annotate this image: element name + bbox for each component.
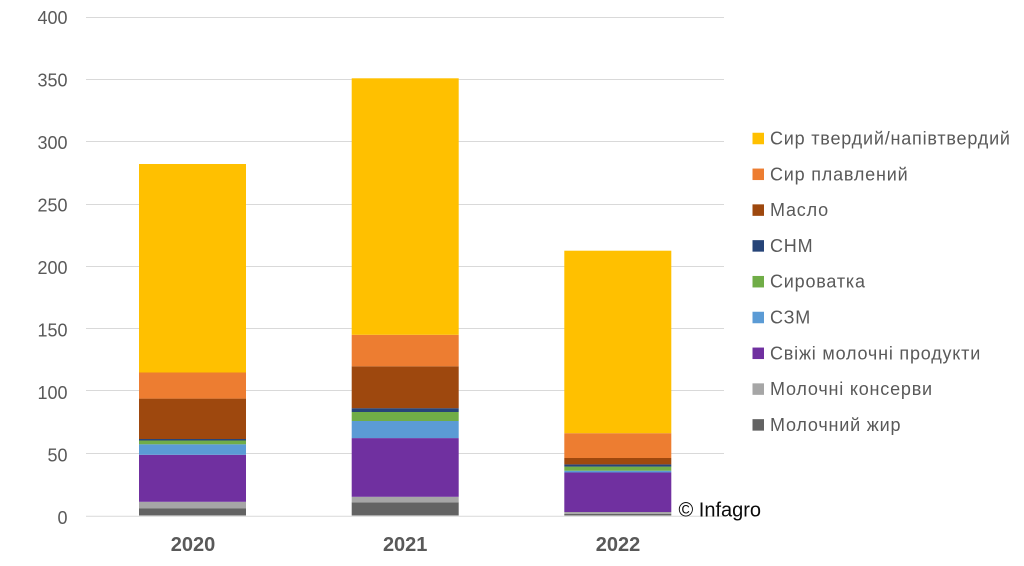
svg-text:© Infagro: © Infagro xyxy=(679,500,762,522)
svg-text:СЗМ: СЗМ xyxy=(770,308,811,328)
svg-text:50: 50 xyxy=(47,445,67,465)
svg-text:2022: 2022 xyxy=(596,534,641,556)
svg-text:300: 300 xyxy=(37,133,67,153)
svg-text:350: 350 xyxy=(37,70,67,90)
svg-text:400: 400 xyxy=(37,8,67,28)
svg-text:Сироватка: Сироватка xyxy=(770,272,866,292)
svg-text:150: 150 xyxy=(37,320,67,340)
svg-text:СНМ: СНМ xyxy=(770,236,813,256)
svg-text:2020: 2020 xyxy=(171,534,216,556)
svg-text:Свіжі молочні продукти: Свіжі молочні продукти xyxy=(770,343,981,363)
svg-text:2021: 2021 xyxy=(383,534,428,556)
svg-text:0: 0 xyxy=(57,508,67,528)
svg-text:Сир твердий/напівтвердий: Сир твердий/напівтвердий xyxy=(770,129,1011,149)
svg-text:250: 250 xyxy=(37,195,67,215)
svg-text:100: 100 xyxy=(37,383,67,403)
svg-text:Молочний жир: Молочний жир xyxy=(770,415,901,435)
svg-text:Масло: Масло xyxy=(770,200,829,220)
svg-text:200: 200 xyxy=(37,258,67,278)
svg-text:Молочні консерви: Молочні консерви xyxy=(770,379,933,399)
svg-text:Сир плавлений: Сир плавлений xyxy=(770,164,908,184)
